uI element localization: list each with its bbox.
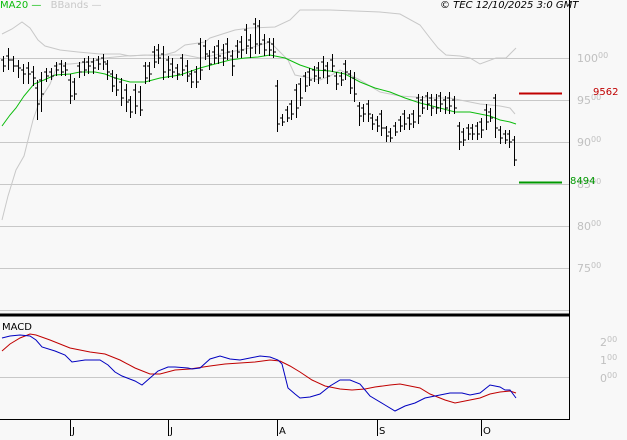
ohlc-bars xyxy=(1,18,517,166)
macd-axis-label: 100 xyxy=(600,353,618,367)
copyright-timestamp: © TEC 12/10/2025 3:0 GMT xyxy=(440,0,579,11)
x-axis-label: J xyxy=(170,426,173,437)
ma20-line xyxy=(1,54,517,127)
macd-signal-line xyxy=(1,333,517,404)
price-axis-label: 8500 xyxy=(577,177,602,191)
support-label: 8494 xyxy=(570,176,596,187)
price-axis-label: 10000 xyxy=(577,51,609,65)
x-axis-label: S xyxy=(379,426,386,437)
legend-bbands: BBands — xyxy=(50,0,102,11)
macd-axis-label: 000 xyxy=(600,371,618,385)
x-axis-label: O xyxy=(483,426,491,437)
price-axis-label: 9500 xyxy=(577,93,602,107)
legend-ma20: MA20 — xyxy=(0,0,42,11)
macd-axis-label: 200 xyxy=(600,335,618,349)
chart-frame xyxy=(0,0,570,420)
price-axis-label: 7500 xyxy=(577,261,602,275)
x-axis-label: J xyxy=(72,426,75,437)
price-gridlines xyxy=(0,58,569,378)
x-axis-label: A xyxy=(279,426,286,437)
price-axis-label: 8000 xyxy=(577,219,602,233)
x-axis-ticks xyxy=(70,420,482,436)
macd-title: MACD xyxy=(2,322,32,333)
macd-line xyxy=(1,334,517,412)
chart-legend: MA20 — BBands — xyxy=(0,0,102,11)
price-axis-label: 9000 xyxy=(577,135,602,149)
resistance-label: 9562 xyxy=(593,87,619,98)
